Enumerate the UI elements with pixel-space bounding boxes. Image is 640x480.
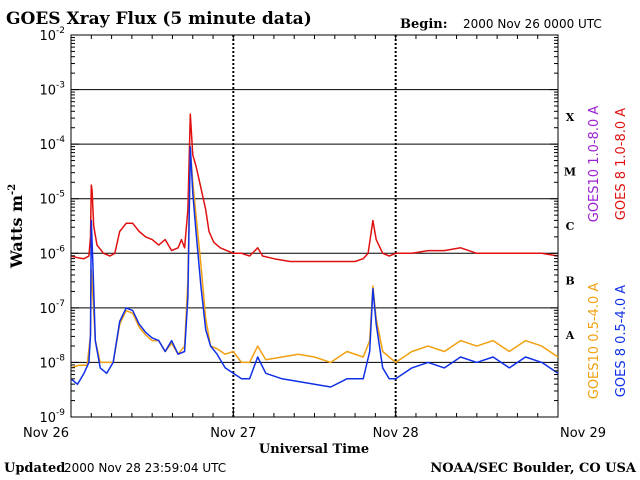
x-tick-label: Nov 27: [210, 426, 256, 441]
y-tick-label: 10-5: [39, 190, 65, 208]
y-tick-base: 10: [39, 138, 56, 153]
legend-goes8-short: GOES 8 0.5-4.0 A: [614, 285, 629, 397]
legend-goes8-long: GOES 8 1.0-8.0 A: [614, 108, 629, 220]
y-tick-base: 10: [39, 247, 56, 262]
y-axis-label-sup: -2: [7, 184, 18, 195]
x-tick-label: Nov 29: [560, 426, 606, 441]
y-tick-label: 10-3: [39, 81, 65, 99]
y-tick-label: 10-7: [39, 299, 65, 317]
y-tick-exponent: -2: [56, 26, 65, 36]
series-line: [70, 146, 559, 388]
y-tick-base: 10: [39, 84, 56, 99]
y-tick-base: 10: [39, 193, 56, 208]
flare-class-label: X: [566, 111, 575, 124]
y-tick-exponent: -3: [56, 81, 65, 91]
series-layer: [70, 113, 559, 388]
y-tick-exponent: -7: [56, 299, 65, 309]
flare-class-label: C: [566, 220, 575, 233]
y-tick-exponent: -6: [56, 244, 65, 254]
y-axis-label-text: Watts m: [7, 195, 26, 269]
chart-title: GOES Xray Flux (5 minute data): [6, 9, 312, 29]
y-tick-base: 10: [39, 302, 56, 317]
credit: NOAA/SEC Boulder, CO USA: [430, 461, 637, 476]
legend-goes10-long: GOES10 1.0-8.0 A: [587, 106, 602, 223]
y-axis-label: Watts m-2: [7, 184, 26, 269]
flare-class-layer: A B C M X: [564, 111, 576, 342]
series-line: [70, 113, 559, 263]
y-tick-label: 10-4: [39, 135, 65, 153]
flare-class-label: M: [564, 165, 576, 178]
legend-goes10-short: GOES10 0.5-4.0 A: [587, 283, 602, 400]
updated-value: 2000 Nov 28 23:59:04 UTC: [64, 461, 226, 475]
x-tick-label: Nov 28: [373, 426, 419, 441]
y-tick-exponent: -4: [56, 135, 65, 145]
x-axis-label: Universal Time: [259, 442, 369, 457]
x-tick-label: Nov 26: [23, 426, 69, 441]
y-tick-exponent: -9: [56, 408, 65, 418]
y-tick-base: 10: [39, 29, 56, 44]
updated-label: Updated: [4, 461, 65, 476]
y-tick-label: 10-6: [39, 244, 65, 262]
flare-class-label: B: [565, 275, 574, 288]
y-tick-exponent: -8: [56, 353, 65, 363]
y-tick-base: 10: [39, 356, 56, 371]
begin-value: 2000 Nov 26 0000 UTC: [463, 17, 602, 31]
flare-class-label: A: [565, 329, 575, 342]
y-tick-label: 10-9: [39, 408, 65, 426]
begin-label: Begin:: [400, 17, 448, 32]
y-tick-base: 10: [39, 411, 56, 426]
legend: GOES10 1.0-8.0 A GOES 8 1.0-8.0 A GOES10…: [587, 106, 629, 400]
y-tick-label: 10-8: [39, 353, 65, 371]
y-tick-exponent: -5: [56, 190, 65, 200]
series-line: [70, 148, 559, 369]
y-tick-label: 10-2: [39, 26, 65, 44]
